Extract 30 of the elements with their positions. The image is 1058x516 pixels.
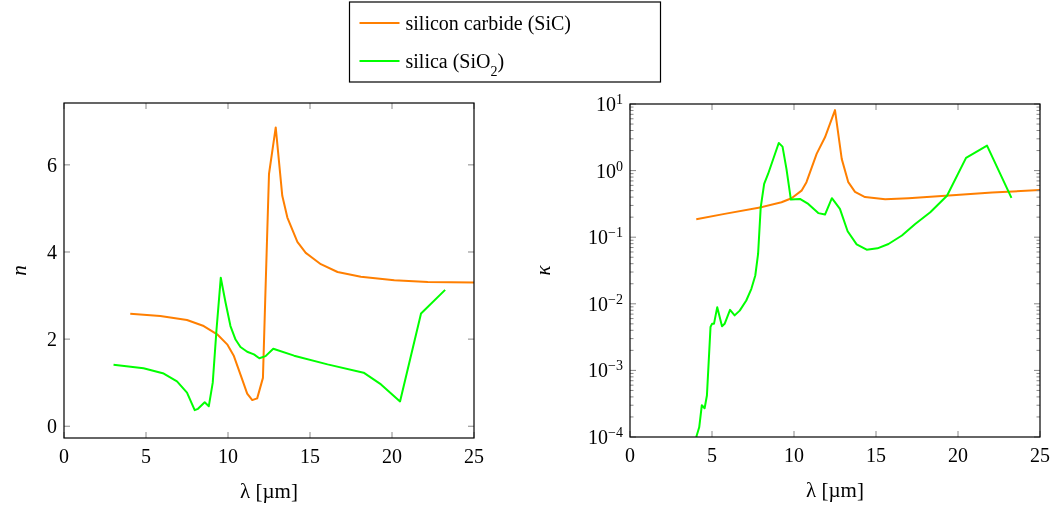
x-tick-label: 15 <box>300 445 320 467</box>
x-tick-label: 20 <box>948 444 968 466</box>
y-tick-label: 10$^{1}$ <box>596 91 623 115</box>
x-tick-label: 25 <box>1030 444 1050 466</box>
y-tick-label: 2 <box>47 328 57 351</box>
line-series <box>695 109 1040 221</box>
x-tick-label: 10 <box>784 444 804 466</box>
line-series <box>695 141 1013 437</box>
x-tick-label: 5 <box>141 445 151 467</box>
y-tick-label: 10$^{−1}$ <box>588 224 623 249</box>
y-tick-label: 6 <box>47 153 57 176</box>
x-tick-label: 5 <box>707 444 717 466</box>
y-tick-label: 4 <box>47 240 57 263</box>
y-tick-label: 10$^{−3}$ <box>588 357 623 382</box>
x-tick-label: 15 <box>866 444 886 466</box>
x-tick-label: 10 <box>218 445 238 467</box>
y-tick-label: 10$^{−2}$ <box>588 291 623 315</box>
line-series <box>112 276 447 412</box>
x-tick-label: 25 <box>464 445 484 467</box>
line-series <box>129 126 474 402</box>
legend-label: silicon carbide (SiC) <box>405 12 572 35</box>
y-axis-title: n <box>7 265 31 276</box>
y-tick-label: 0 <box>47 415 57 438</box>
x-tick-label: 20 <box>382 445 402 467</box>
legend-label: silica (SiO$_{2}$) <box>405 50 505 79</box>
y-axis-title: κ <box>531 264 555 276</box>
x-axis-title: λ [µm] <box>240 479 298 503</box>
y-tick-label: 10$^{−4}$ <box>588 424 623 448</box>
y-tick-label: 10$^{0}$ <box>596 158 623 182</box>
x-axis-title: λ [µm] <box>806 478 864 502</box>
